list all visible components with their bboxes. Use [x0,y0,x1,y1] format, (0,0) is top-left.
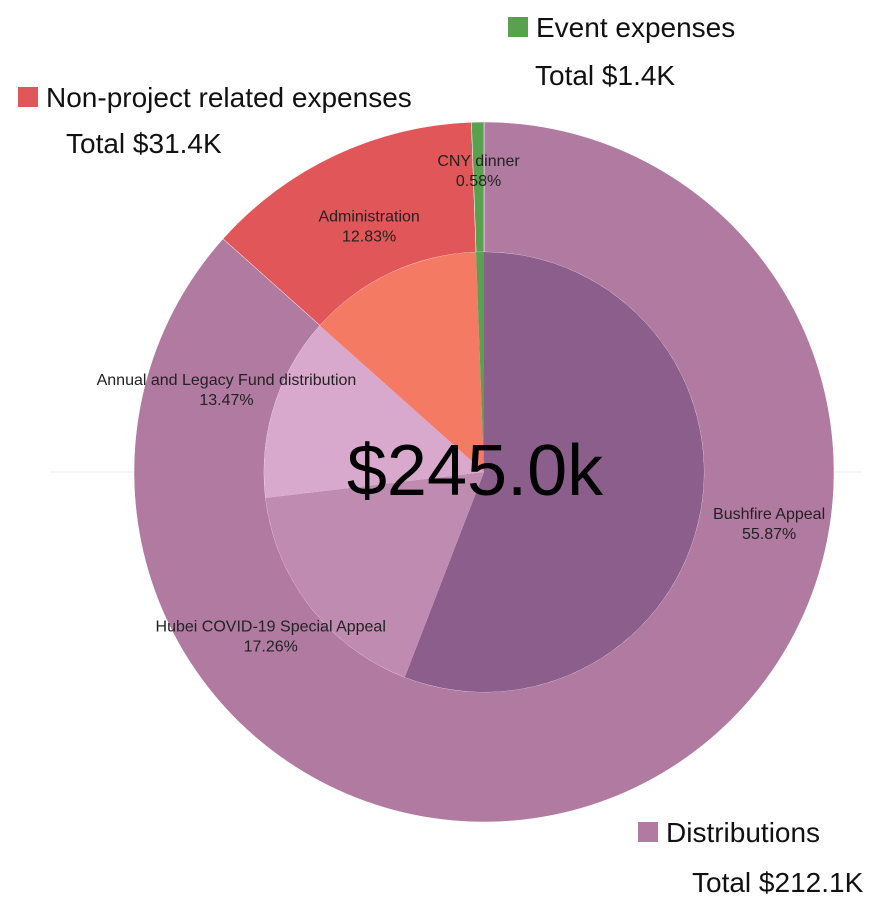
legend-total: Total $1.4K [535,60,675,91]
legend-total: Total $31.4K [66,128,222,159]
legend-name: Event expenses [536,12,735,43]
inner-segment [265,472,484,678]
legend-name: Non-project related expenses [46,82,412,113]
segment-percent: 12.83% [342,229,396,246]
legend-name: Distributions [666,817,820,848]
legend-total: Total $212.1K [692,867,864,898]
segment-name: Hubei COVID-19 Special Appeal [156,619,386,636]
segment-name: CNY dinner [437,153,520,170]
rings [133,121,835,823]
legend-swatch [638,822,658,842]
segment-percent: 0.58% [456,173,501,190]
inner-segment [404,252,705,692]
segment-name: Bushfire Appeal [713,506,825,523]
segment-percent: 17.26% [244,639,298,656]
inner-segment [263,325,484,498]
segment-percent: 55.87% [742,526,796,543]
segment-percent: 13.47% [199,392,253,409]
segment-name: Administration [318,209,419,226]
center-label: $245.0k [347,431,604,511]
inner-segment [319,252,484,472]
legend-swatch [508,17,528,37]
labels: Bushfire Appeal 55.87% Hubei COVID-19 Spec… [97,153,826,656]
legend-swatch [18,87,38,107]
inner-segment [475,252,484,472]
segment-name: Annual and Legacy Fund distribution [97,372,357,389]
